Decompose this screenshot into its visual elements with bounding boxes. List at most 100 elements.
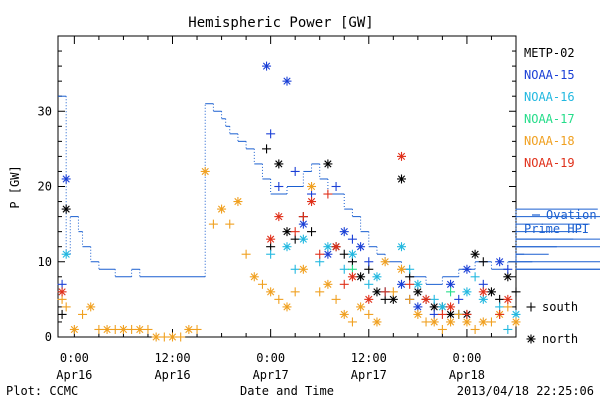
- data-point-noaa-15-south: [274, 182, 284, 191]
- data-point-metp-02-north: [397, 174, 406, 184]
- data-point-noaa-16-south: [470, 272, 480, 282]
- data-point-metp-02-south: [405, 272, 415, 282]
- data-point-noaa-15-north: [282, 76, 292, 86]
- data-point-noaa-16-south: [266, 249, 276, 259]
- legend-north-asterisk: [526, 334, 536, 344]
- data-point-noaa-18-north: [168, 332, 177, 342]
- data-point-metp-02-north: [486, 287, 496, 297]
- data-point-noaa-18-north: [511, 317, 521, 327]
- data-point-noaa-18-north: [266, 287, 276, 297]
- y-axis-label: P [GW]: [8, 165, 22, 208]
- points-layer: [57, 61, 521, 342]
- data-point-noaa-18-south: [503, 302, 513, 312]
- data-point-metp-02-north: [274, 159, 284, 169]
- data-point-noaa-16-south: [503, 324, 513, 334]
- data-point-noaa-18-north: [413, 309, 423, 319]
- data-point-noaa-18-north: [323, 279, 333, 289]
- data-point-noaa-18-south: [486, 317, 496, 327]
- data-point-noaa-18-north: [69, 324, 79, 334]
- data-point-noaa-15-south: [57, 279, 67, 289]
- data-point-noaa-16-south: [364, 279, 374, 289]
- data-point-noaa-19-north: [446, 302, 456, 312]
- data-point-noaa-18-north: [135, 324, 145, 334]
- data-point-noaa-18-north: [356, 302, 366, 312]
- legend-item-noaa-17: NOAA-17: [524, 112, 575, 126]
- data-point-noaa-18-south: [61, 302, 71, 312]
- series-noaa-19: [57, 151, 513, 319]
- data-point-noaa-15-south: [454, 294, 464, 304]
- data-point-metp-02-south: [380, 294, 390, 304]
- data-point-noaa-18-north: [339, 309, 349, 319]
- data-point-noaa-19-north: [397, 151, 406, 161]
- data-point-noaa-19-north: [57, 287, 67, 297]
- data-point-noaa-18-south: [127, 324, 137, 334]
- series-noaa-18: [57, 166, 521, 342]
- data-point-noaa-19-north: [364, 294, 374, 304]
- data-point-noaa-18-south: [241, 249, 251, 259]
- data-point-noaa-18-north: [429, 317, 439, 327]
- data-point-noaa-18-south: [421, 317, 431, 327]
- data-point-noaa-15-north: [61, 174, 71, 184]
- legend-item-noaa-15: NOAA-15: [524, 68, 575, 82]
- data-point-noaa-15-south: [266, 129, 276, 139]
- data-point-noaa-18-south: [331, 294, 341, 304]
- data-point-noaa-19-south: [315, 249, 325, 259]
- data-point-noaa-16-north: [511, 309, 521, 319]
- data-point-noaa-18-north: [478, 317, 488, 327]
- data-point-noaa-16-south: [495, 302, 505, 312]
- data-point-noaa-16-north: [347, 249, 357, 259]
- data-point-metp-02-north: [388, 294, 398, 304]
- data-point-noaa-15-north: [262, 61, 272, 71]
- data-point-noaa-18-north: [118, 324, 128, 334]
- data-point-noaa-15-south: [307, 189, 317, 199]
- data-point-noaa-15-north: [339, 227, 349, 237]
- x-tick-time-label: 0:00: [60, 351, 89, 365]
- legend-south-plus: [526, 302, 536, 312]
- data-point-noaa-18-south: [94, 324, 104, 334]
- data-point-noaa-18-north: [249, 272, 259, 282]
- data-point-noaa-18-south: [257, 279, 267, 289]
- data-point-noaa-15-north: [323, 249, 333, 259]
- data-point-noaa-18-north: [307, 182, 317, 191]
- data-point-noaa-18-south: [110, 324, 120, 334]
- data-point-noaa-18-south: [274, 294, 284, 304]
- data-point-noaa-15-south: [429, 309, 439, 319]
- data-point-metp-02-south: [364, 264, 374, 274]
- series-noaa-15: [57, 61, 513, 319]
- data-point-noaa-15-south: [478, 279, 488, 289]
- data-point-noaa-18-north: [217, 204, 227, 214]
- data-point-noaa-18-south: [143, 324, 153, 334]
- data-point-noaa-18-north: [200, 166, 210, 176]
- data-point-noaa-15-north: [356, 242, 366, 252]
- data-point-noaa-19-north: [307, 197, 317, 207]
- data-point-metp-02-north: [323, 159, 333, 169]
- data-point-noaa-18-south: [192, 324, 202, 334]
- data-point-noaa-16-north: [437, 302, 447, 312]
- data-point-noaa-19-north: [478, 287, 488, 297]
- data-point-noaa-19-south: [339, 279, 349, 289]
- data-point-noaa-16-north: [413, 279, 423, 289]
- data-point-metp-02-north: [413, 287, 423, 297]
- data-point-noaa-15-north: [446, 279, 456, 289]
- data-point-noaa-15-south: [347, 234, 357, 244]
- x-tick-date-label: Apr16: [56, 368, 92, 382]
- data-point-noaa-19-north: [421, 294, 431, 304]
- data-point-noaa-19-south: [323, 189, 333, 199]
- data-point-metp-02-south: [478, 257, 488, 267]
- y-tick-label: 10: [38, 255, 52, 269]
- data-point-metp-02-south: [495, 294, 505, 304]
- y-tick-label: 0: [45, 330, 52, 344]
- data-point-noaa-16-north: [323, 242, 333, 252]
- chart-title: Hemispheric Power [GW]: [188, 15, 373, 31]
- data-point-noaa-19-north: [274, 212, 284, 222]
- x-axis-label: Date and Time: [240, 384, 334, 398]
- data-point-noaa-18-south: [388, 287, 398, 297]
- data-point-metp-02-north: [429, 302, 439, 312]
- data-point-metp-02-south: [290, 234, 300, 244]
- data-point-noaa-19-north: [331, 242, 341, 252]
- data-point-metp-02-north: [372, 287, 382, 297]
- x-tick-date-label: Apr16: [154, 368, 190, 382]
- x-tick-time-label: 0:00: [256, 351, 285, 365]
